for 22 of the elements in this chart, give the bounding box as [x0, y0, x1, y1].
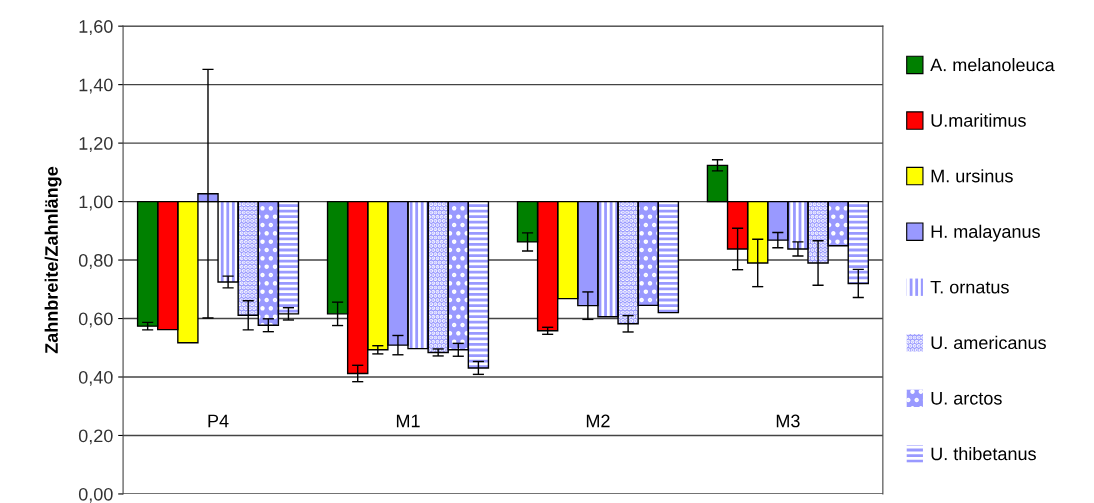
y-tick-label: 1,00	[79, 195, 113, 211]
y-tick-label: 0,00	[78, 487, 113, 503]
x-tick-label: M1	[396, 414, 420, 428]
legend-label: U. thibetanus	[931, 446, 1036, 461]
y-axis-title: Zahnbreite/Zahnlänge	[44, 166, 62, 354]
y-tick-label: 0,60	[78, 312, 113, 328]
x-tick-label: M2	[586, 414, 610, 428]
legend-label: U.maritimus	[931, 113, 1026, 127]
legend-label: H. malayanus	[931, 224, 1040, 242]
legend-label: U. americanus	[931, 335, 1046, 350]
y-tick-label: 1,40	[79, 78, 113, 94]
y-tick-label: 0,20	[78, 429, 113, 445]
legend-label: M. ursinus	[931, 169, 1013, 183]
legend-label: U. arctos	[931, 392, 1002, 405]
x-tick-label: M3	[776, 414, 800, 428]
y-tick-label: 1,20	[79, 137, 113, 152]
x-tick-label: P4	[208, 414, 229, 428]
legend-label: T. ornatus	[930, 280, 1009, 294]
legend-label: A. melanoleuca	[930, 58, 1055, 72]
y-tick-label: 0,40	[78, 370, 113, 386]
y-tick-label: 1,60	[79, 20, 113, 36]
y-tick-label: 0,80	[78, 253, 113, 269]
